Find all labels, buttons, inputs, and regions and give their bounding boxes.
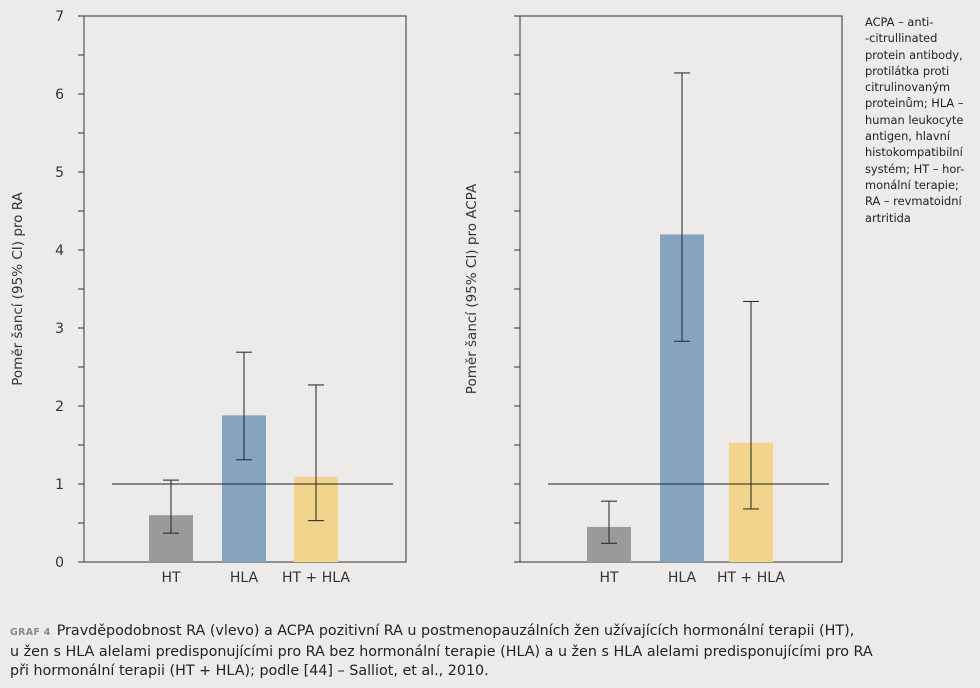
error-bar xyxy=(236,351,252,461)
x-tick-label: HT xyxy=(161,570,181,586)
ra-panel: 0 1 2 3 4 5 6 7 Poměr šancí (95% CI) pro RA HT HLA… xyxy=(10,9,407,586)
error-bar xyxy=(601,500,617,544)
caption-tag: GRAF 4 xyxy=(10,627,51,638)
error-bar xyxy=(674,72,690,342)
caption-line-1: GRAF 4 Pravděpodobnost RA (vlevo) a ACPA … xyxy=(10,622,975,643)
error-bar xyxy=(163,479,179,534)
y-tick-label: 5 xyxy=(55,165,64,181)
legend-line: -citrullinated xyxy=(865,31,938,46)
chart-area: 0 1 2 3 4 5 6 7 Poměr šancí (95% CI) pro RA HT HLA… xyxy=(10,9,843,586)
y-tick-label: 7 xyxy=(55,9,64,25)
legend-line: histokompatibilní xyxy=(865,145,963,160)
abbreviations-legend: ACPA – anti- -citrullinated protein anti… xyxy=(865,14,977,226)
error-bar xyxy=(743,300,759,510)
x-tick-label: HLA xyxy=(668,570,697,586)
legend-line: monální terapie; xyxy=(865,177,959,192)
legend-line: human leukocyte xyxy=(865,112,964,127)
x-tick-label: HT + HLA xyxy=(717,570,785,586)
y-tick-label: 1 xyxy=(55,477,64,493)
legend-line: antigen, hlavní xyxy=(865,129,951,144)
y-tick-label: 4 xyxy=(55,243,64,259)
x-tick-label: HT + HLA xyxy=(282,570,350,586)
legend-line: artritida xyxy=(865,210,911,225)
legend-line: citrulinovaným xyxy=(865,80,951,95)
legend-line: ACPA – anti- xyxy=(865,15,934,29)
acpa-panel: Poměr šancí (95% CI) pro ACPA HT HLA HT + H… xyxy=(464,15,843,586)
x-tick-label: HT xyxy=(599,570,619,586)
caption-line-3: při hormonální terapii (HT + HLA); podle… xyxy=(10,663,489,679)
legend-line: protilátka proti xyxy=(865,63,950,78)
y-tick-label: 0 xyxy=(55,555,64,571)
caption-line-2: u žen s HLA alelami predisponujícími pro… xyxy=(10,643,873,660)
figure-caption: GRAF 4 Pravděpodobnost RA (vlevo) a ACPA … xyxy=(10,622,975,682)
x-tick-label: HLA xyxy=(230,570,259,586)
y-axis-label: Poměr šancí (95% CI) pro RA xyxy=(10,191,26,385)
legend-line: systém; HT – hor- xyxy=(865,161,965,176)
y-tick-label: 6 xyxy=(55,87,64,103)
caption-text-1: Pravděpodobnost RA (vlevo) a ACPA poziti… xyxy=(56,623,855,639)
y-tick-label: 2 xyxy=(55,399,64,415)
y-axis-label: Poměr šancí (95% CI) pro ACPA xyxy=(464,183,480,394)
error-bar xyxy=(308,384,324,522)
legend-line: RA – revmatoidní xyxy=(865,194,962,209)
y-tick-label: 3 xyxy=(55,321,64,337)
legend-line: proteinům; HLA – xyxy=(865,96,964,111)
legend-line: protein antibody, xyxy=(865,47,963,62)
